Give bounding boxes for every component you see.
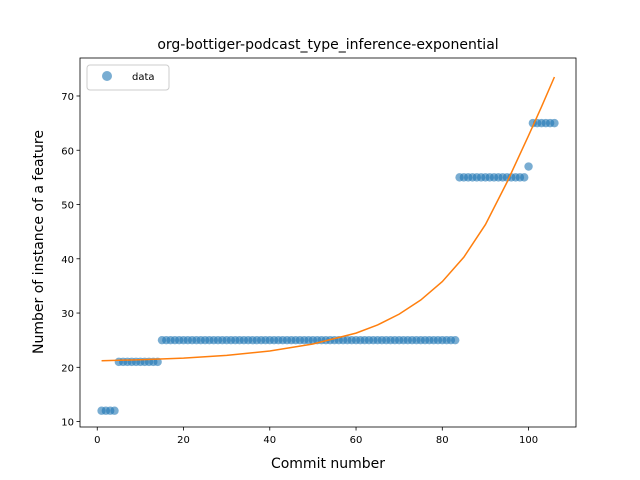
legend: data: [86, 64, 170, 91]
legend-frame: [86, 64, 170, 91]
x-tick-label: 100: [519, 435, 538, 446]
data-point: [110, 406, 119, 415]
y-tick-label: 10: [61, 418, 74, 429]
y-tick-label: 60: [61, 146, 74, 157]
y-tick-label: 20: [61, 363, 74, 374]
y-axis: 10 20 30 40 50 60 70: [61, 92, 80, 429]
data-point: [550, 118, 559, 128]
plot-frame: [79, 57, 577, 428]
exponential-fit-line: [101, 76, 556, 362]
y-tick-label: 70: [61, 92, 74, 103]
legend-marker-data: [102, 71, 112, 81]
x-tick-label: 40: [263, 435, 276, 446]
plot-area: [97, 76, 559, 415]
x-tick-label: 0: [94, 435, 100, 446]
x-axis-label: Commit number: [271, 456, 385, 472]
x-axis: 0 20 40 60 80 100: [94, 427, 538, 446]
x-tick-label: 80: [436, 435, 449, 446]
legend-label-data: data: [132, 72, 155, 83]
chart-title: org-bottiger-podcast_type_inference-expo…: [157, 37, 498, 53]
data-point: [524, 162, 533, 171]
y-tick-label: 30: [61, 309, 74, 320]
x-tick-label: 20: [177, 435, 190, 446]
y-tick-label: 50: [61, 201, 74, 212]
x-tick-label: 60: [350, 435, 363, 446]
y-tick-label: 40: [61, 255, 74, 266]
data-point: [520, 173, 529, 182]
y-axis-label: Number of instance of a feature: [31, 130, 47, 354]
data-point: [451, 335, 460, 345]
